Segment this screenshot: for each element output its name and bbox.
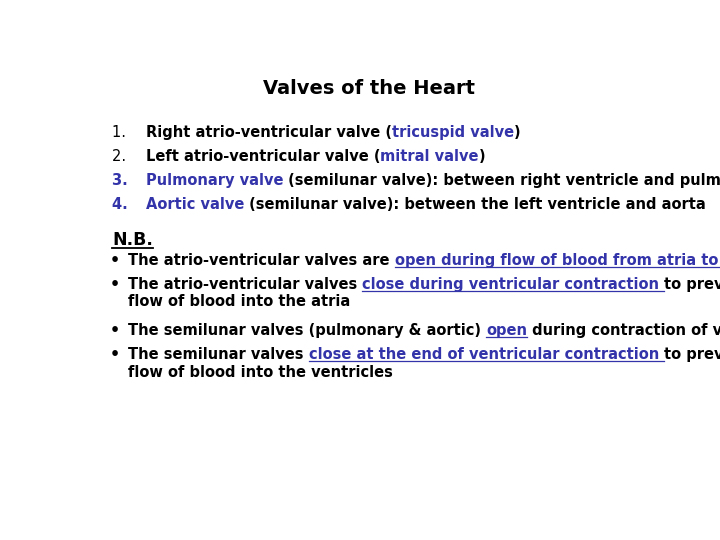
- Text: (semilunar valve): between the left ventricle and aorta: (semilunar valve): between the left vent…: [244, 198, 706, 212]
- Text: N.B.: N.B.: [112, 231, 153, 249]
- Text: flow of blood into the ventricles: flow of blood into the ventricles: [128, 365, 393, 380]
- Text: to prevent back: to prevent back: [665, 277, 720, 292]
- Text: to prevent back: to prevent back: [664, 347, 720, 362]
- Text: The atrio-ventricular valves: The atrio-ventricular valves: [128, 277, 362, 292]
- Text: (semilunar valve): between right ventricle and pulmonary trunk: (semilunar valve): between right ventric…: [283, 173, 720, 188]
- Text: ): ): [479, 149, 485, 164]
- Text: close at the end of ventricular contraction: close at the end of ventricular contract…: [309, 347, 664, 362]
- Text: 1.: 1.: [112, 125, 135, 140]
- Text: tricuspid valve: tricuspid valve: [392, 125, 514, 140]
- Text: flow of blood into the atria: flow of blood into the atria: [128, 294, 350, 309]
- Text: open: open: [486, 323, 527, 339]
- Text: •: •: [109, 323, 120, 339]
- Text: Left atrio-ventricular valve (: Left atrio-ventricular valve (: [145, 149, 380, 164]
- Text: The semilunar valves (pulmonary & aortic): The semilunar valves (pulmonary & aortic…: [128, 323, 486, 339]
- Text: •: •: [109, 253, 120, 268]
- Text: Pulmonary valve: Pulmonary valve: [145, 173, 283, 188]
- Text: 3.: 3.: [112, 173, 138, 188]
- Text: Aortic valve: Aortic valve: [145, 198, 244, 212]
- Text: 4.: 4.: [112, 198, 138, 212]
- Text: close during ventricular contraction: close during ventricular contraction: [362, 277, 665, 292]
- Text: The atrio-ventricular valves are: The atrio-ventricular valves are: [128, 253, 395, 268]
- Text: ): ): [514, 125, 521, 140]
- Text: Right atrio-ventricular valve (: Right atrio-ventricular valve (: [145, 125, 392, 140]
- Text: The semilunar valves: The semilunar valves: [128, 347, 309, 362]
- Text: open during flow of blood from atria to ventricles: open during flow of blood from atria to …: [395, 253, 720, 268]
- Text: mitral valve: mitral valve: [380, 149, 479, 164]
- Text: •: •: [109, 347, 120, 362]
- Text: Valves of the Heart: Valves of the Heart: [263, 79, 475, 98]
- Text: during contraction of ventricles: during contraction of ventricles: [527, 323, 720, 339]
- Text: •: •: [109, 277, 120, 292]
- Text: 2.: 2.: [112, 149, 135, 164]
